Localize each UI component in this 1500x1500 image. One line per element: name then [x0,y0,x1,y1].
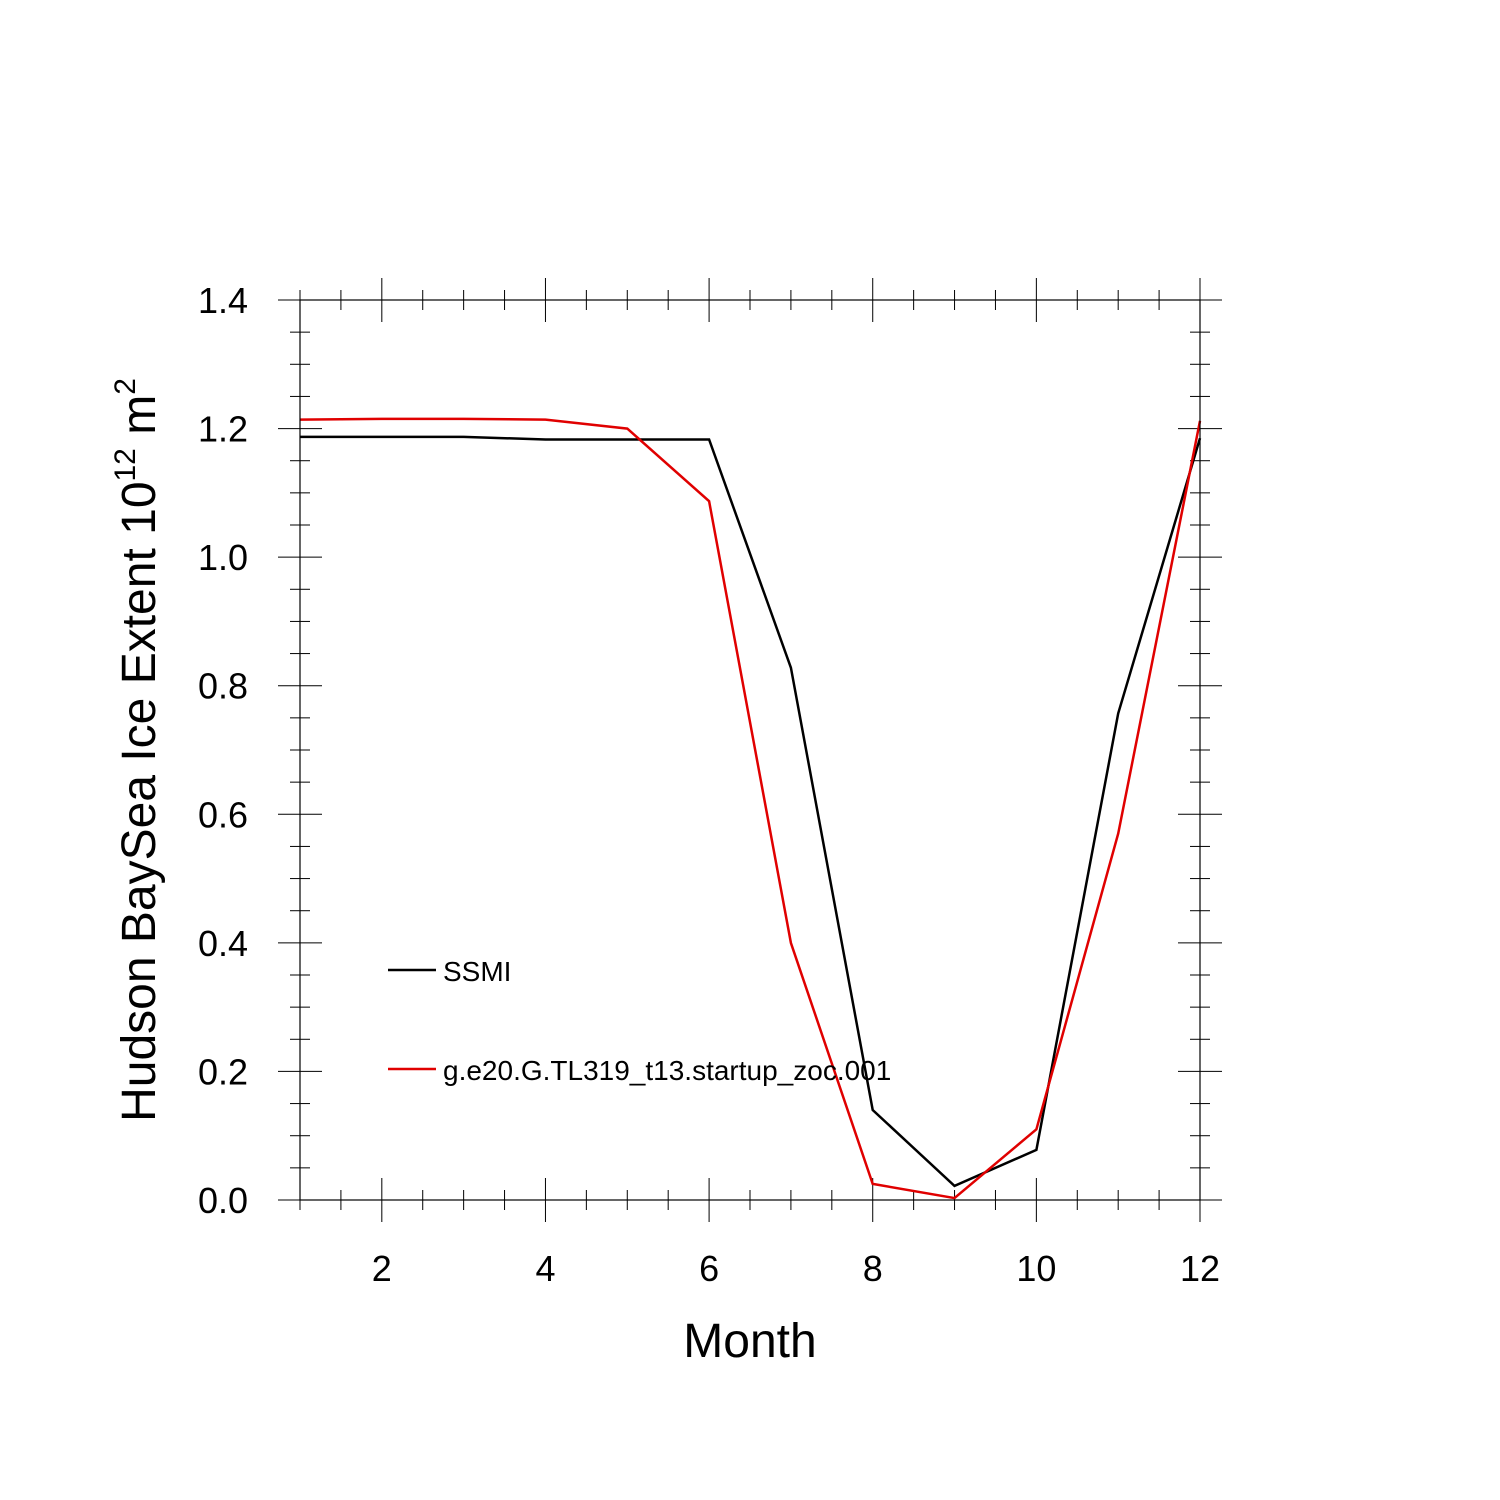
axis-ticks [278,278,1222,1222]
x-tick-label: 10 [1016,1248,1056,1289]
y-tick-label: 0.0 [198,1180,248,1221]
legend: SSMI g.e20.G.TL319_t13.startup_zoc.001 [388,956,891,1086]
x-tick-label: 4 [535,1248,555,1289]
legend-label-model: g.e20.G.TL319_t13.startup_zoc.001 [443,1055,891,1086]
series-line-model [299,417,1202,1200]
y-axis-label-unit-exponent: 2 [109,378,142,395]
legend-label-ssmi: SSMI [443,956,511,987]
y-tick-label: 0.6 [198,794,248,835]
y-tick-labels: 0.0 0.2 0.4 0.6 0.8 1.0 1.2 1.4 [198,280,248,1221]
x-tick-label: 2 [372,1248,392,1289]
y-tick-label: 0.2 [198,1051,248,1092]
plot-frame [299,299,1201,1201]
y-tick-label: 1.0 [198,537,248,578]
x-tick-labels: 2 4 6 8 10 12 [372,1248,1220,1289]
y-tick-label: 1.2 [198,409,248,450]
y-axis-label: Hudson BaySea Ice Extent 1012 m2 [109,378,166,1122]
y-axis-label-unit: m [113,395,166,448]
series-lines [299,417,1202,1200]
y-tick-label: 0.4 [198,923,248,964]
y-axis-label-exponent: 12 [109,448,142,481]
x-tick-label: 12 [1180,1248,1220,1289]
x-tick-label: 6 [699,1248,719,1289]
y-tick-label: 0.8 [198,666,248,707]
x-axis-label: Month [683,1315,816,1368]
y-axis-label-main: Hudson BaySea Ice Extent 10 [113,481,166,1121]
y-tick-label: 1.4 [198,280,248,321]
x-tick-label: 8 [863,1248,883,1289]
